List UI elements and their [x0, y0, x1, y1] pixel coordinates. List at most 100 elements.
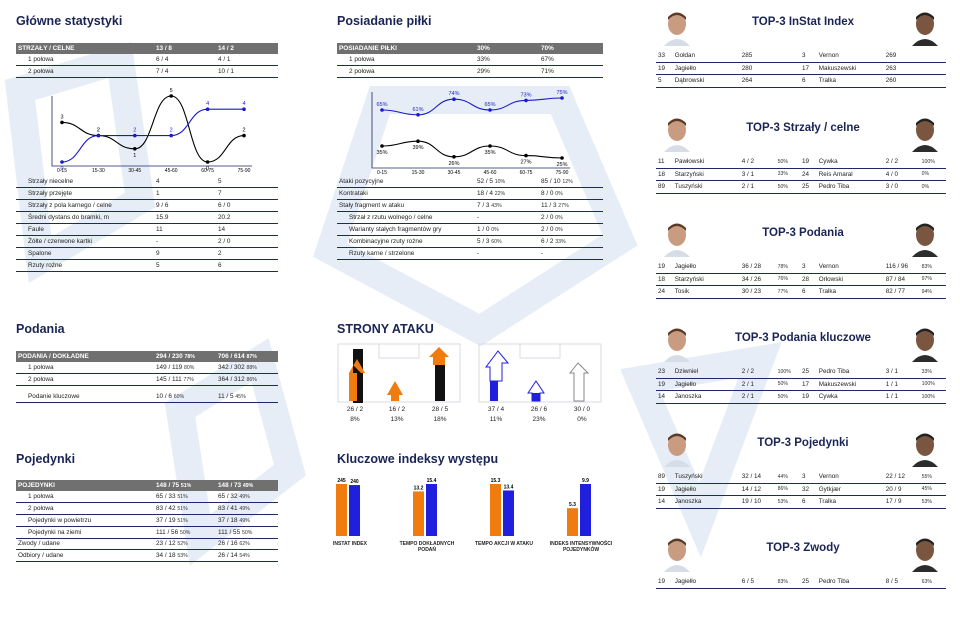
passes-row-home-pct: 60%	[173, 394, 185, 400]
top3-home-table: 11 Pawłowski 4 / 2 50% 18 Starzyński 3 / 1 33% 8…	[656, 156, 802, 194]
possession-row-label: Ataki pozycyjne	[337, 176, 475, 188]
key-index-label: INDEKS INTENSYWNOŚCI POJEDYNKÓW	[549, 541, 613, 553]
player-pct: 50%	[775, 378, 802, 391]
passes-header-home: 294 / 230	[156, 353, 183, 360]
top3-player-row: 89 Tuszyński 2 / 1 50%	[656, 180, 802, 194]
key-index-bar-home	[567, 508, 578, 536]
player-pct: 100%	[919, 378, 946, 391]
key-index-value: 15.3	[491, 478, 501, 484]
key-index-value: 5.3	[569, 502, 576, 508]
chart-point	[60, 160, 64, 164]
chart-data-label: 26%	[448, 161, 459, 167]
main-stat-row: Strzały przejęte 1 7	[16, 187, 278, 200]
possession-row: Stały fragment w ataku 7 / 3 43% 11 / 3 27…	[337, 199, 603, 212]
player-name: Tralka	[816, 285, 884, 299]
player-pct: 78%	[775, 261, 802, 274]
key-index-bar-home	[413, 491, 424, 536]
attack-sides-home-pitch	[337, 343, 461, 403]
possession-row-home: 52 / 5	[477, 178, 493, 185]
shots-half-away: 10 / 1	[216, 65, 278, 78]
passes-title: Podania	[16, 322, 65, 336]
possession-row: Warianty stałych fragmentów gry 1 / 0 0% 2…	[337, 223, 603, 236]
possession-row-home: -	[477, 250, 480, 257]
top3-player-row: 11 Pawłowski 4 / 2 50%	[656, 156, 802, 169]
attack-home-right-value: 28 / 5	[431, 406, 449, 413]
player-value: 82 / 77	[883, 285, 920, 299]
main-stat-home: 15.9	[154, 211, 216, 224]
player-number: 6	[800, 285, 817, 299]
chart-point	[133, 133, 137, 138]
chart-point	[242, 107, 246, 111]
player-name: Vernon	[816, 261, 884, 274]
top3-player-row: 17 Makuszewski 263	[800, 62, 946, 75]
chart-point	[205, 160, 210, 164]
player-photo-away	[912, 433, 938, 467]
duel-row-home: 83 / 42	[156, 505, 176, 512]
player-value: 4 / 2	[739, 156, 776, 169]
key-index-value: 245	[337, 478, 346, 484]
possession-title: Posiadanie piłki	[337, 14, 432, 28]
top3-title: TOP-3 InStat Index	[751, 16, 855, 28]
duel-row-home: 65 / 33	[156, 493, 176, 500]
player-value: 20 / 9	[883, 483, 920, 496]
possession-by-period-chart: 0-15 15-30 30-45 45-60 60-75 75-90 35% 39% 26% 35…	[371, 90, 570, 176]
chart-data-label: 2	[242, 128, 245, 134]
chart-point	[380, 144, 384, 148]
chart-data-label: 27%	[520, 160, 531, 166]
chart-series-line	[381, 140, 563, 159]
player-pct	[919, 74, 946, 88]
main-stat-home: -	[154, 235, 216, 248]
attack-right-bar	[435, 365, 445, 401]
key-indexes-title: Kluczowe indeksy występu	[337, 452, 499, 466]
player-photo-home	[664, 118, 690, 152]
player-number: 17	[800, 62, 817, 75]
possession-row-home-pct: 0%	[491, 227, 499, 233]
key-index-bar-away	[349, 485, 360, 536]
chart-data-label: 35%	[376, 150, 387, 156]
player-name: Pedro Tiba	[816, 366, 884, 379]
chart-point	[416, 139, 420, 143]
chart-point	[133, 147, 137, 151]
duels-header-away-pct: 49%	[242, 483, 254, 489]
duel-row-away-pct: 50%	[241, 529, 253, 536]
possession-row: Kontrataki 18 / 4 22% 8 / 0 0%	[337, 187, 603, 200]
duel-row-label: 2 połowa	[16, 502, 154, 515]
shots-header-label: STRZAŁY / CELNE	[16, 43, 154, 54]
main-stat-row: Rzuty rożne 5 6	[16, 259, 278, 272]
main-stats-table: STRZAŁY / CELNE 13 / 8 14 / 2 1 połowa 6 / …	[16, 43, 278, 78]
passes-row-label: 2 połowa	[16, 373, 154, 386]
chart-data-label: 4	[242, 101, 245, 107]
main-stat-away: 6	[216, 259, 278, 272]
top3-away-table: 25 Pedro Tiba 3 / 1 33% 17 Makuszewski 1 / 1 10…	[800, 366, 946, 404]
chart-x-tick: 45-60	[165, 168, 178, 174]
main-stat-label: Średni dystans do bramki, m	[16, 211, 154, 224]
top3-player-row: 24 Reis Amaral 4 / 0 0%	[800, 168, 946, 181]
top3-title: TOP-3 Zwody	[766, 542, 840, 554]
chart-point	[60, 120, 64, 125]
chart-data-label: 39%	[412, 145, 423, 151]
passes-row-away: 364 / 312	[218, 376, 245, 383]
attack-sides-title: STRONY ATAKU	[337, 322, 434, 336]
player-number: 19	[656, 576, 673, 589]
possession-row: Rzuty karne / strzelone - -	[337, 247, 603, 260]
possession-row-away: 6 / 2	[541, 238, 554, 245]
player-number: 6	[800, 495, 817, 509]
possession-half-away: 67%	[539, 54, 603, 66]
duel-row-away-pct: 49%	[239, 517, 250, 524]
possession-row-home-pct: 22%	[494, 191, 506, 197]
possession-rows: Ataki pozycyjne 52 / 5 10% 85 / 10 12% Kont…	[337, 176, 603, 260]
passes-header-away: 706 / 614	[218, 353, 245, 360]
main-stat-row: Spalone 9 2	[16, 247, 278, 260]
top3-player-row: 6 Tralka 82 / 77 94%	[800, 285, 946, 299]
attack-home-center-value: 16 / 2	[388, 406, 406, 413]
possession-row-label: Warianty stałych fragmentów gry	[337, 223, 475, 236]
chart-point	[560, 156, 564, 160]
possession-row-home-pct: 43%	[491, 203, 502, 209]
chart-data-label: 3	[60, 114, 63, 120]
player-number: 32	[800, 483, 817, 496]
shots-half-home: 7 / 4	[154, 65, 216, 78]
top3-player-row: 25 Pedro Tiba 3 / 0 0%	[800, 180, 946, 194]
duel-row-away-pct: 49%	[239, 494, 250, 500]
possession-row-home: 7 / 3	[477, 202, 490, 209]
